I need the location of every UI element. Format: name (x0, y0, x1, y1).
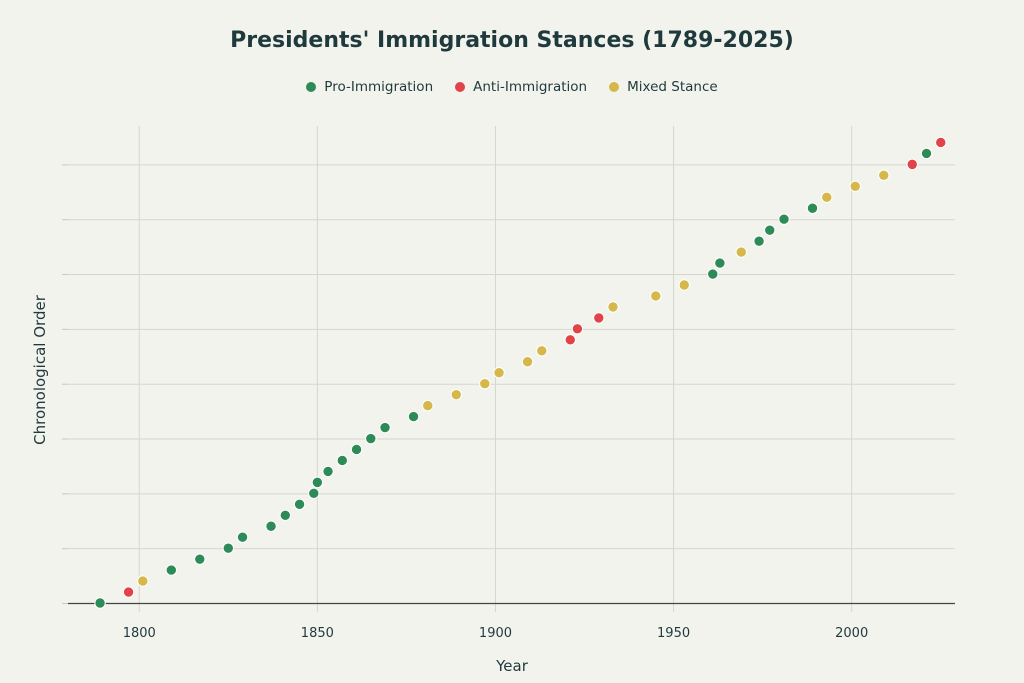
point-anti (122, 586, 135, 598)
point-mixed (137, 575, 149, 587)
legend-marker-mixed (609, 82, 620, 92)
chart-title: Presidents' Immigration Stances (1789-20… (230, 28, 794, 53)
point-pro (806, 202, 819, 214)
point-pro (293, 498, 306, 511)
legend-label: Pro-Immigration (324, 79, 434, 95)
point-pro (365, 432, 377, 445)
grid (62, 126, 955, 612)
point-pro (714, 257, 726, 269)
point-pro (94, 597, 106, 609)
point-pro (753, 235, 765, 247)
point-pro (322, 465, 334, 478)
legend: Pro-Immigration Anti-Immigration Mixed S… (0, 79, 1024, 95)
x-tick-label: 1900 (479, 626, 512, 641)
points (94, 136, 947, 609)
point-pro (764, 224, 776, 236)
point-pro (920, 147, 933, 160)
legend-item-mixed[interactable]: Mixed Stance (609, 79, 718, 95)
x-tick-label: 1950 (657, 626, 690, 641)
legend-item-pro[interactable]: Pro-Immigration (306, 79, 433, 95)
point-anti (906, 158, 918, 171)
point-pro (311, 476, 324, 489)
x-tick-label: 2000 (835, 626, 868, 641)
point-mixed (479, 377, 491, 390)
point-pro (778, 213, 790, 225)
point-pro (194, 553, 206, 565)
point-pro (265, 520, 277, 532)
point-mixed (650, 290, 662, 302)
point-pro (379, 421, 391, 434)
point-pro (407, 410, 420, 423)
legend-marker-pro (306, 82, 317, 92)
legend-marker-anti (455, 82, 466, 92)
point-mixed (493, 367, 505, 379)
point-mixed (536, 345, 548, 357)
y-axis-label: Chronological Order (31, 294, 49, 445)
point-anti (571, 323, 584, 335)
legend-label: Mixed Stance (627, 79, 718, 95)
point-mixed (607, 301, 619, 313)
point-mixed (821, 191, 833, 203)
point-anti (935, 136, 947, 149)
x-tick-labels: 1800 1850 1900 1950 2000 (123, 626, 869, 641)
x-tick-label: 1800 (123, 626, 156, 641)
point-pro (350, 443, 363, 456)
point-pro (222, 542, 235, 554)
point-pro (336, 454, 348, 467)
x-axis-label: Year (495, 657, 529, 675)
point-mixed (521, 356, 534, 368)
point-mixed (450, 388, 462, 401)
point-anti (564, 334, 576, 346)
point-mixed (878, 169, 890, 182)
point-pro (279, 509, 291, 521)
point-pro (308, 487, 320, 500)
point-pro (236, 531, 249, 543)
point-mixed (678, 279, 690, 291)
x-tick-label: 1850 (301, 626, 334, 641)
point-mixed (735, 246, 747, 258)
point-pro (165, 564, 178, 576)
legend-item-anti[interactable]: Anti-Immigration (455, 79, 587, 95)
point-pro (707, 268, 719, 280)
point-mixed (849, 180, 861, 193)
legend-label: Anti-Immigration (473, 79, 588, 95)
point-mixed (422, 399, 434, 412)
point-anti (593, 312, 605, 324)
